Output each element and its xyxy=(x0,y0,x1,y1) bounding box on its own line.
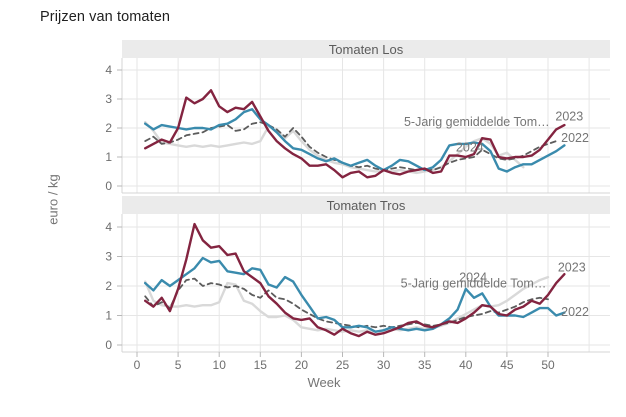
y-tick-label: 2 xyxy=(105,279,112,293)
x-tick-label: 0 xyxy=(134,358,141,372)
series-2022-tomaten-tros[interactable] xyxy=(144,256,566,333)
series-label-2024: 2024 xyxy=(456,141,484,155)
x-tick-label: 40 xyxy=(459,358,473,372)
y-tick-label: 3 xyxy=(105,92,112,106)
series-label-2023: 2023 xyxy=(558,261,586,275)
y-tick-label: 1 xyxy=(105,150,112,164)
x-axis-title: Week xyxy=(307,375,341,390)
series-label-5-jarig-gemiddelde-tom-: 5-Jarig gemiddelde Tom… xyxy=(401,277,547,291)
series-2024-tomaten-tros[interactable] xyxy=(144,277,549,329)
y-tick-label: 3 xyxy=(105,250,112,264)
x-tick-label: 5 xyxy=(175,358,182,372)
series-label-2023: 2023 xyxy=(555,109,583,123)
x-tick-label: 45 xyxy=(500,358,514,372)
x-tick-label: 20 xyxy=(295,358,309,372)
y-tick-label: 0 xyxy=(105,179,112,193)
series-5-jarig-gemiddelde-tomaten-tomaten-los[interactable] xyxy=(144,121,525,175)
series-label-2022: 2022 xyxy=(561,305,589,319)
y-tick-label: 0 xyxy=(105,338,112,352)
series-2022-tomaten-los[interactable] xyxy=(144,108,566,173)
x-tick-label: 50 xyxy=(541,358,555,372)
series-label-2024: 2024 xyxy=(459,271,487,285)
series-2023-tomaten-tros[interactable] xyxy=(144,222,566,338)
x-tick-label: 10 xyxy=(213,358,227,372)
panel-title-tomaten-tros: Tomaten Tros xyxy=(122,196,610,214)
x-tick-label: 30 xyxy=(377,358,391,372)
series-2023-tomaten-los[interactable] xyxy=(144,89,566,179)
page-title: Prijzen van tomaten xyxy=(40,9,171,25)
y-tick-label: 2 xyxy=(105,121,112,135)
y-axis-title: euro / kg xyxy=(45,174,61,225)
x-tick-label: 25 xyxy=(336,358,350,372)
x-tick-label: 35 xyxy=(418,358,432,372)
y-tick-label: 4 xyxy=(105,63,112,77)
x-tick-label: 15 xyxy=(254,358,268,372)
series-label-5-jarig-gemiddelde-tom-: 5-Jarig gemiddelde Tom… xyxy=(404,115,550,129)
y-tick-label: 4 xyxy=(105,220,112,234)
panel-title-tomaten-los: Tomaten Los xyxy=(122,40,610,58)
y-tick-label: 1 xyxy=(105,309,112,323)
series-label-2022: 2022 xyxy=(561,131,589,145)
